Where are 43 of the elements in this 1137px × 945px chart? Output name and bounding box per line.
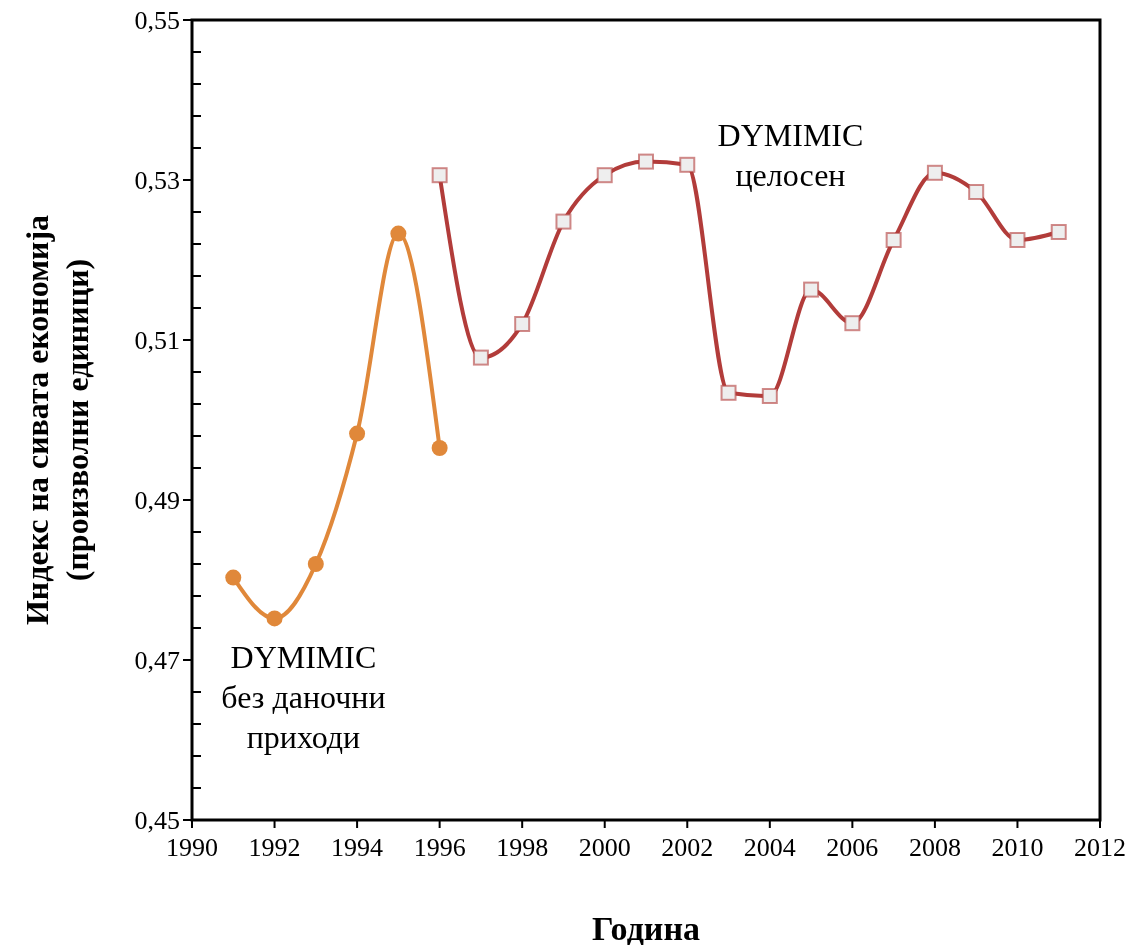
point	[307, 556, 324, 572]
point	[720, 384, 737, 401]
point	[596, 167, 613, 184]
y-tick-label: 0,55	[134, 6, 180, 36]
point	[1050, 224, 1067, 240]
point	[1009, 232, 1026, 248]
x-tick-label: 2010	[991, 833, 1044, 862]
y-tick-label: 0,53	[134, 166, 180, 196]
x-tick-label: 1996	[413, 833, 466, 862]
point	[225, 569, 242, 586]
x-tick-label: 1992	[248, 833, 301, 862]
point	[638, 153, 654, 170]
x-tick-label: 2004	[743, 833, 796, 862]
x-tick-label: 2012	[1074, 833, 1126, 862]
point	[679, 156, 696, 173]
y-tick-label: 0,51	[134, 326, 180, 356]
point	[349, 425, 366, 442]
y-tick-label: 0,45	[134, 806, 180, 836]
x-tick-label: 2000	[578, 833, 631, 862]
point	[514, 316, 531, 332]
point	[803, 281, 820, 298]
y-axis-title: Индекс на сивата економија (произволни единици)	[19, 214, 95, 626]
point	[555, 213, 572, 230]
point	[431, 440, 448, 456]
point	[926, 164, 943, 181]
x-tick-label: 2006	[826, 833, 879, 862]
point	[885, 232, 902, 248]
x-tick-label: 1990	[166, 833, 218, 862]
x-tick-label: 1994	[331, 833, 384, 862]
point	[431, 167, 448, 184]
point	[266, 610, 283, 627]
point	[390, 225, 407, 242]
point	[472, 349, 489, 366]
point	[968, 184, 985, 200]
series-label: DYMIMIC целосен	[717, 117, 864, 193]
x-tick-label: 2008	[908, 833, 961, 862]
series-label: DYMIMIC без даночни приходи	[221, 639, 386, 756]
x-tick-label: 2002	[661, 833, 714, 862]
x-tick-label: 1998	[496, 833, 549, 862]
y-tick-label: 0,49	[134, 486, 180, 516]
y-tick-label: 0,47	[134, 646, 180, 676]
point	[761, 388, 778, 404]
point	[844, 315, 861, 332]
